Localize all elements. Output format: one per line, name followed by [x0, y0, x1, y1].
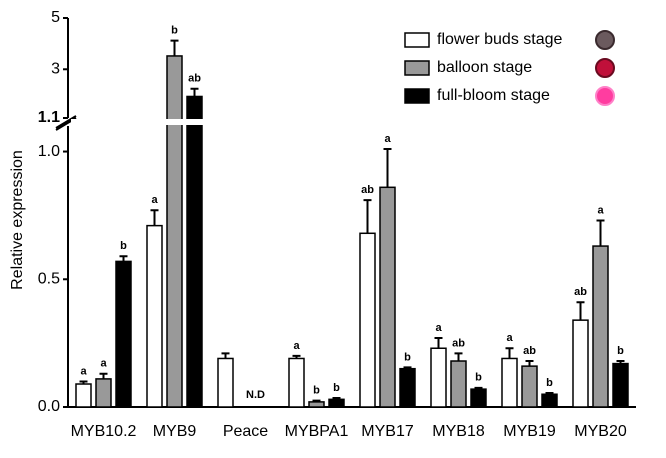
bar: [95, 378, 112, 408]
bar: [288, 357, 305, 408]
error-bar: [363, 199, 372, 234]
x-tick-label: MYB18: [432, 423, 485, 440]
error-bar: [99, 372, 108, 379]
legend-label: balloon stage: [437, 59, 532, 76]
x-tick-label: MYB10.2: [71, 423, 137, 440]
error-bar: [403, 366, 412, 369]
bar: [612, 362, 629, 408]
significance-letter: a: [506, 332, 513, 344]
error-bar: [170, 39, 179, 56]
bar: [572, 319, 589, 408]
y-tick-label: 0.0: [38, 398, 60, 415]
legend-label: flower buds stage: [437, 31, 563, 48]
x-tick-label: MYB20: [574, 423, 627, 440]
error-bar: [576, 301, 585, 321]
bar: [146, 224, 163, 408]
significance-letter: ab: [574, 286, 587, 298]
significance-letter: b: [546, 377, 553, 389]
significance-letter: a: [293, 340, 300, 352]
legend-swatch: [404, 88, 430, 104]
break-gap: [71, 119, 639, 125]
significance-letter: b: [171, 24, 178, 36]
y-tick-label: 3: [51, 61, 60, 78]
y-tick-label: 1.0: [38, 143, 60, 160]
significance-letter: a: [435, 322, 442, 334]
annotation: N.D: [246, 389, 265, 401]
bar: [541, 393, 558, 408]
significance-letter: ab: [361, 184, 374, 196]
error-bar: [292, 354, 301, 359]
error-bar: [545, 391, 554, 395]
x-tick-label: MYB19: [503, 423, 556, 440]
legend-icon: [595, 58, 615, 78]
axis-break: [55, 115, 77, 129]
legend-swatch: [404, 60, 430, 76]
error-bar: [79, 380, 88, 385]
x-tick-label: MYBPA1: [285, 423, 349, 440]
error-bar: [525, 360, 534, 367]
error-bar: [150, 209, 159, 226]
bar: [399, 367, 416, 408]
bar: [450, 360, 467, 408]
error-bar: [119, 255, 128, 262]
error-bar: [454, 352, 463, 362]
bar: [521, 365, 538, 408]
x-tick-label: MYB17: [361, 423, 414, 440]
bar: [75, 383, 92, 408]
error-bar: [190, 87, 199, 97]
significance-letter: ab: [188, 73, 201, 85]
significance-letter: b: [333, 382, 340, 394]
bar: [308, 401, 325, 408]
significance-letter: b: [313, 385, 320, 397]
significance-letter: ab: [452, 337, 465, 349]
y-tick-label: 0.5: [38, 270, 60, 287]
bar: [470, 388, 487, 408]
bar: [379, 186, 396, 408]
significance-letter: ab: [523, 345, 536, 357]
y-axis-label: Relative expression: [9, 150, 26, 290]
significance-letter: a: [597, 204, 604, 216]
error-bar: [616, 360, 625, 364]
error-bar: [383, 147, 392, 188]
significance-letter: b: [404, 351, 411, 363]
significance-letter: a: [151, 194, 158, 206]
significance-letter: a: [384, 133, 391, 145]
bar: [430, 347, 447, 408]
error-bar: [474, 386, 483, 390]
y-tick-label: 1.1: [38, 109, 60, 126]
x-tick-label: MYB9: [153, 423, 197, 440]
bar: [186, 95, 203, 408]
bar: [592, 245, 609, 408]
bar: [328, 398, 345, 408]
legend-swatch: [404, 32, 430, 48]
error-bar: [312, 399, 321, 402]
significance-letter: b: [120, 240, 127, 252]
bar: [166, 55, 183, 408]
error-bar: [434, 337, 443, 349]
legend-label: full-bloom stage: [437, 87, 550, 104]
legend-icon: [595, 30, 615, 50]
legend-icon: [595, 86, 615, 106]
y-tick-label: 5: [51, 9, 60, 26]
significance-letter: b: [617, 345, 624, 357]
significance-letter: b: [475, 372, 482, 384]
error-bar: [221, 352, 230, 359]
bar: [501, 357, 518, 408]
x-tick-label: Peace: [223, 423, 268, 440]
bar: [359, 232, 376, 408]
error-bar: [596, 219, 605, 247]
significance-letter: a: [80, 365, 87, 377]
significance-letter: a: [100, 358, 107, 370]
bar: [115, 260, 132, 408]
error-bar: [505, 347, 514, 359]
error-bar: [332, 397, 341, 400]
bar: [217, 357, 234, 408]
